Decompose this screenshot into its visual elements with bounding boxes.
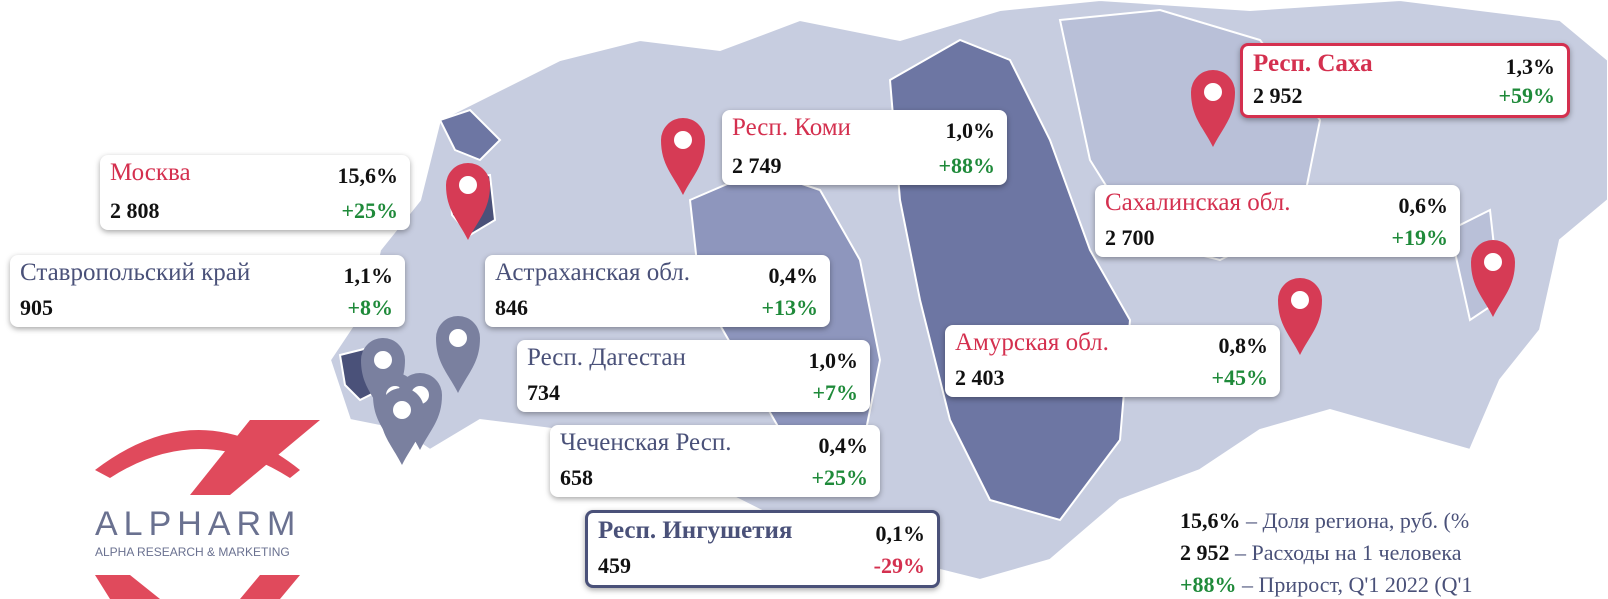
region-spend: 2 749 [732,153,782,178]
pin-dot [1291,291,1309,309]
region-label: Чеченская Респ. 0,4% 658 +25% [550,425,880,497]
logo-subtitle: ALPHA RESEARCH & MARKETING [95,545,290,559]
pin-dot [374,351,392,369]
region-name: Респ. Коми [732,114,851,141]
region-label: Респ. Ингушетия 0,1% 459 -29% [585,510,940,588]
legend-value: 2 952 [1180,540,1230,565]
region-growth: +19% [1391,225,1448,250]
region-spend: 2 952 [1253,83,1303,108]
region-spend: 459 [598,553,631,578]
legend-label: – Прирост, Q'1 2022 (Q'1 [1242,572,1473,597]
legend-value: +88% [1180,572,1237,597]
region-label: Респ. Дагестан 1,0% 734 +7% [517,340,870,412]
region-spend: 734 [527,380,560,405]
legend-value: 15,6% [1180,508,1241,533]
region-growth: +45% [1211,365,1268,390]
region-label: Москва 15,6% 2 808 +25% [100,155,410,230]
region-name: Москва [110,159,191,186]
logo-shape [95,420,320,599]
pin [380,388,424,465]
region-spend: 846 [495,295,528,320]
pin [1471,240,1515,317]
legend-label: – Доля региона, руб. (% [1246,508,1470,533]
region-name: Сахалинская обл. [1105,189,1291,216]
region-share: 1,0% [808,348,859,373]
pin [661,118,705,195]
region-spend: 658 [560,465,593,490]
legend-item: 2 952 – Расходы на 1 человека [1180,540,1461,566]
legend-item: +88% – Прирост, Q'1 2022 (Q'1 [1180,572,1473,598]
pin-dot [393,401,411,419]
region-growth: +25% [811,465,868,490]
region-growth: +88% [938,153,995,178]
legend-item: 15,6% – Доля региона, руб. (% [1180,508,1469,534]
pin [436,316,480,393]
pin-dot [674,131,692,149]
region-share: 1,3% [1505,54,1556,79]
region-growth: +13% [761,295,818,320]
region-name: Астраханская обл. [495,259,691,286]
region-label: Ставропольский край 1,1% 905 +8% [10,255,405,327]
region-spend: 2 403 [955,365,1005,390]
region-share: 15,6% [337,163,399,188]
region-spend: 2 808 [110,198,160,223]
region-name: Чеченская Респ. [560,429,732,456]
logo-bottom [95,575,300,599]
region-share: 1,0% [945,118,996,143]
region-growth: -29% [873,553,925,578]
region-name: Респ. Ингушетия [598,517,793,544]
pin-dot [459,176,477,194]
pin-dot [449,329,467,347]
pin [446,163,490,240]
region-name: Ставропольский край [20,259,251,286]
region-share: 1,1% [343,263,394,288]
region-share: 0,1% [875,521,926,546]
region-share: 0,6% [1398,193,1449,218]
region-share: 0,4% [818,433,869,458]
region-spend: 905 [20,295,53,320]
region-growth: +8% [347,295,393,320]
pin-dot [1204,83,1222,101]
region [438,108,502,162]
region-growth: +7% [812,380,858,405]
region-name: Респ. Дагестан [527,344,686,371]
region-name: Респ. Саха [1253,50,1373,77]
region-label: Респ. Коми 1,0% 2 749 +88% [722,110,1007,185]
region-label: Респ. Саха 1,3% 2 952 +59% [1240,43,1570,118]
region-label: Астраханская обл. 0,4% 846 +13% [485,255,830,327]
logo-title: ALPHARM [95,505,301,543]
pin [1278,278,1322,355]
region-label: Сахалинская обл. 0,6% 2 700 +19% [1095,185,1460,257]
region-growth: +25% [341,198,398,223]
logo-stroke [190,420,320,495]
region-name: Амурская обл. [955,329,1109,356]
legend-label: – Расходы на 1 человека [1235,540,1462,565]
region-spend: 2 700 [1105,225,1155,250]
region-share: 0,4% [768,263,819,288]
region-growth: +59% [1498,83,1555,108]
pin-dot [1484,253,1502,271]
region-label: Амурская обл. 0,8% 2 403 +45% [945,325,1280,397]
pin [1191,70,1235,147]
region-share: 0,8% [1218,333,1269,358]
pins [361,70,1515,465]
